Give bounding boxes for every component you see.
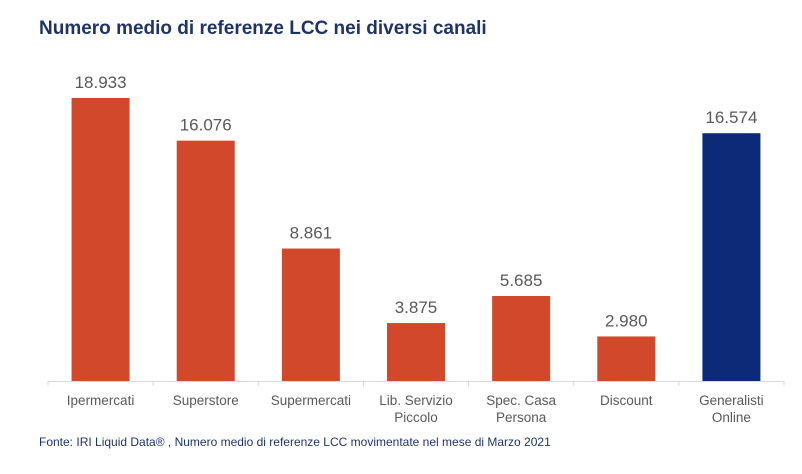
bar <box>176 140 235 381</box>
data-label: 16.574 <box>705 108 757 127</box>
bar <box>387 323 445 381</box>
bar <box>492 296 551 381</box>
category-label: Ipermercati <box>67 393 135 408</box>
category-label: Spec. Casa <box>486 393 556 408</box>
chart-title: Numero medio di referenze LCC nei divers… <box>39 18 487 39</box>
category-label: Online <box>712 410 751 425</box>
category-label: Generalisti <box>699 393 764 408</box>
category-label: Superstore <box>173 393 239 408</box>
data-label: 16.076 <box>180 116 232 135</box>
category-label: Persona <box>496 410 547 425</box>
data-label: 5.685 <box>500 271 543 290</box>
data-label: 2.980 <box>605 311 648 330</box>
bar <box>702 133 761 381</box>
category-label: Supermercati <box>271 393 351 408</box>
data-label: 8.861 <box>290 224 333 243</box>
bar <box>597 336 656 381</box>
data-label: 3.875 <box>395 298 438 317</box>
source-note: Fonte: IRI Liquid Data® , Numero medio d… <box>39 435 551 449</box>
data-label: 18.933 <box>75 73 127 92</box>
bar <box>281 248 340 381</box>
category-label: Discount <box>600 393 653 408</box>
category-label: Piccolo <box>394 410 438 425</box>
bar <box>71 97 130 381</box>
category-label: Lib. Servizio <box>379 393 453 408</box>
